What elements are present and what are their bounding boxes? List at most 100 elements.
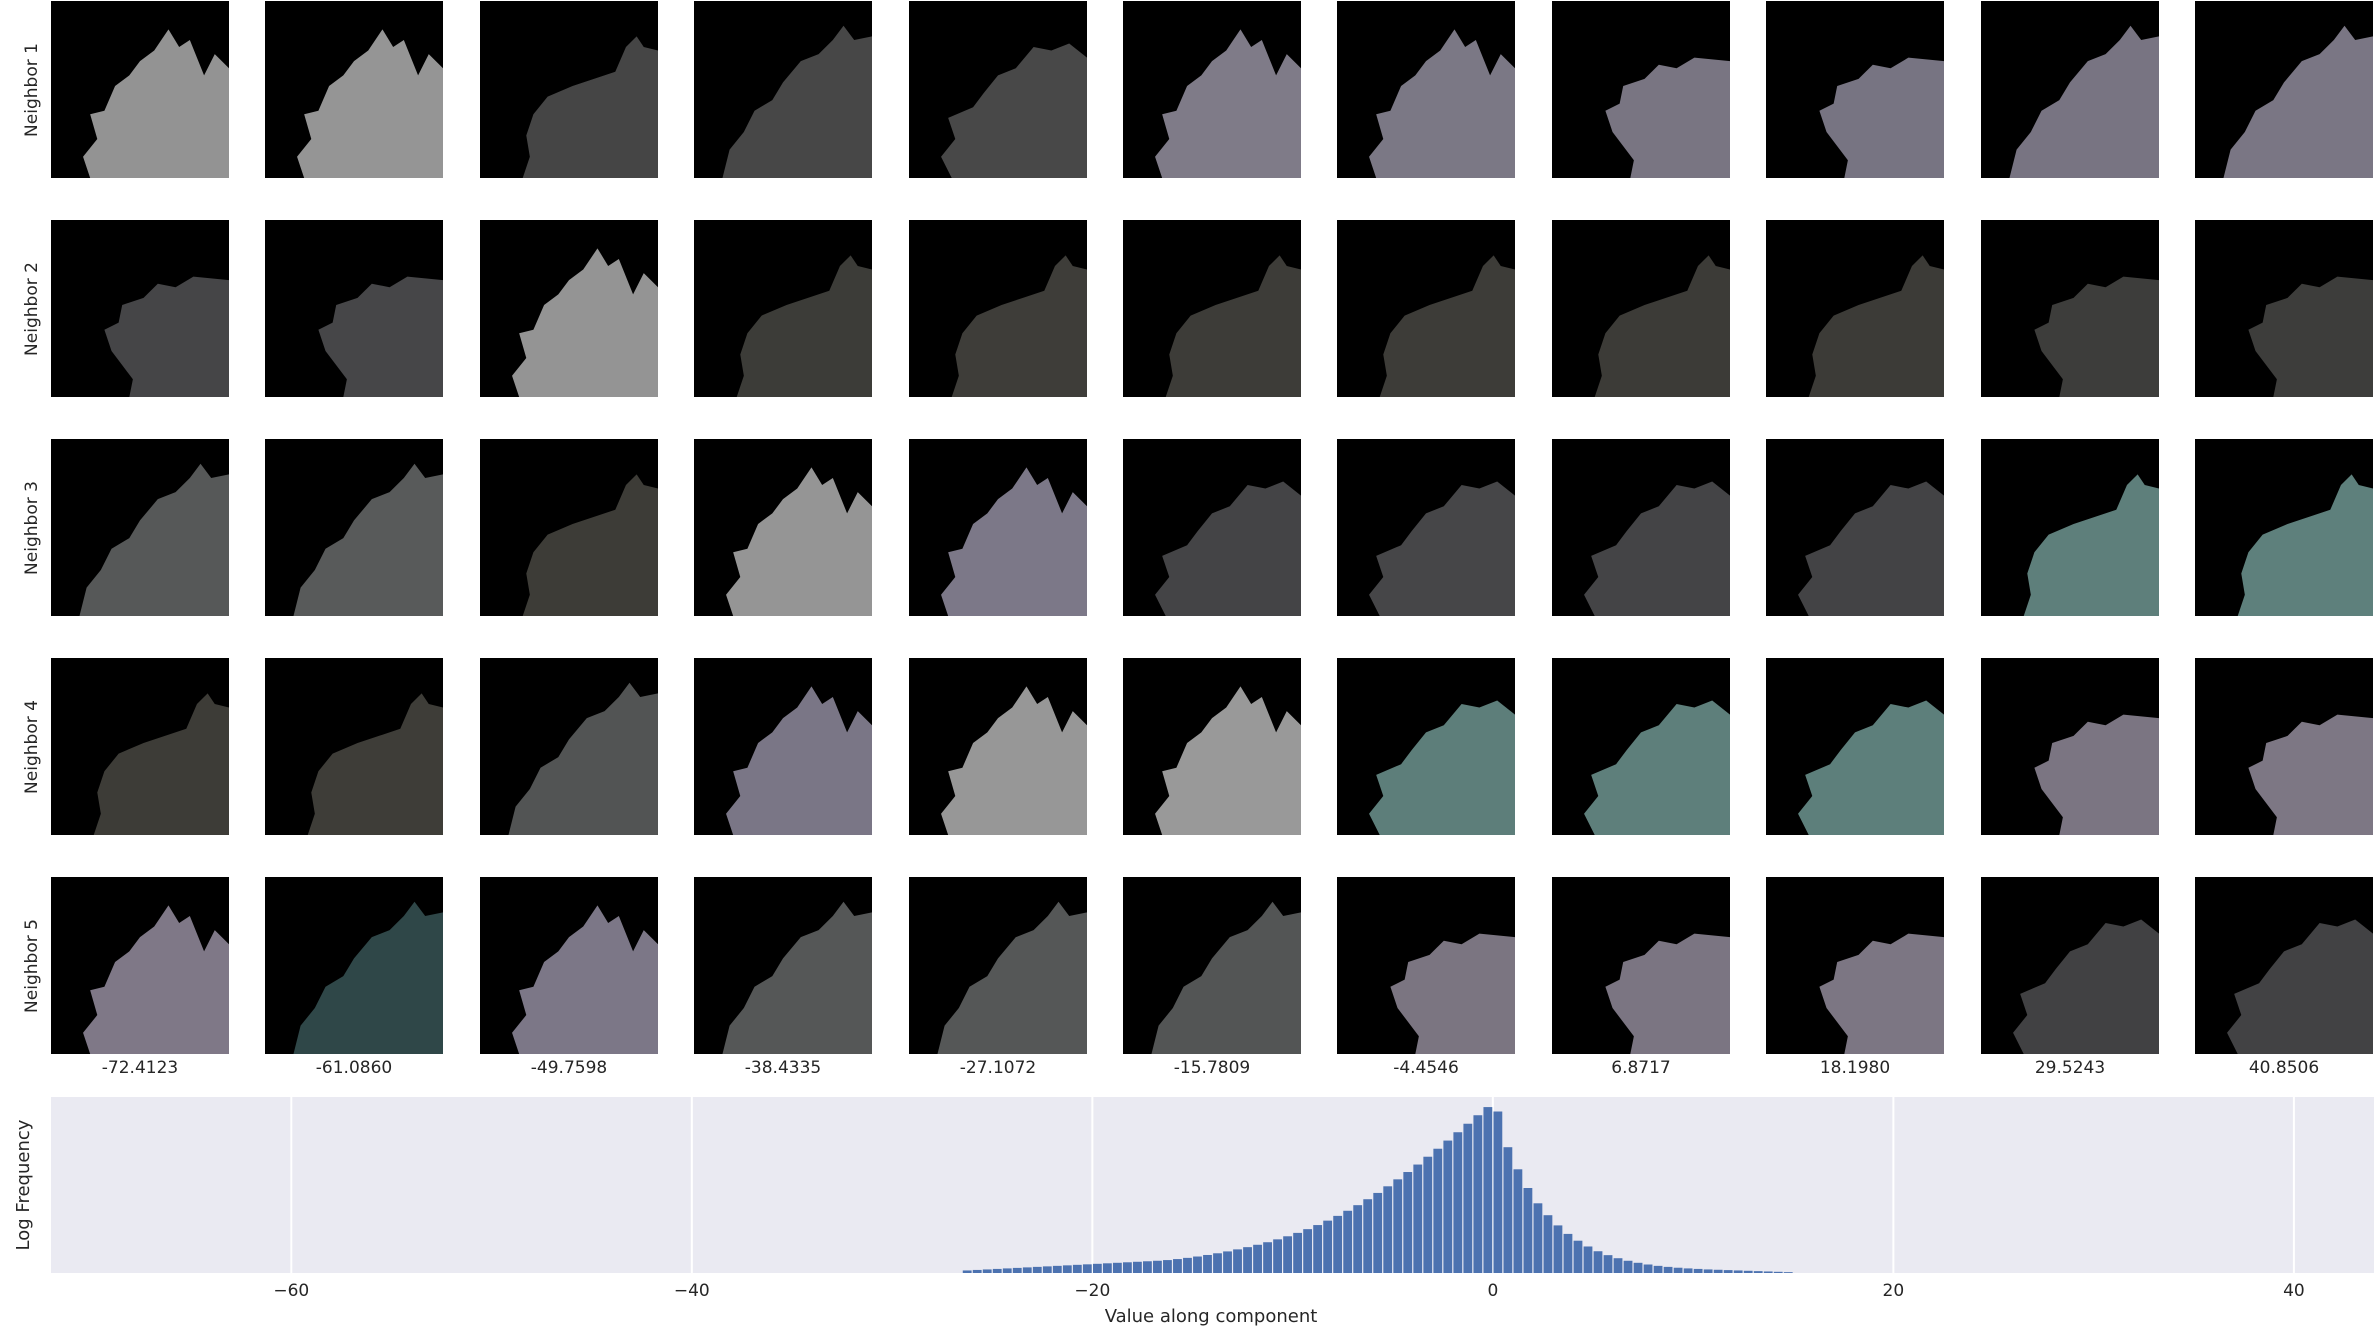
segmented-region: [2237, 474, 2373, 616]
neighbor-image-tile: [1337, 877, 1515, 1054]
x-tick-label: −40: [674, 1281, 710, 1301]
segmented-region: [293, 901, 443, 1054]
histogram-bar: [1173, 1259, 1182, 1273]
histogram-bar: [1593, 1251, 1603, 1273]
histogram-bar: [1753, 1271, 1763, 1273]
neighbor-image-tile: [1123, 1, 1301, 178]
histogram-bar: [1383, 1186, 1393, 1273]
histogram-bar: [1363, 1199, 1373, 1273]
neighbor-image-tile: [2195, 877, 2373, 1054]
histogram-bar: [1243, 1247, 1252, 1273]
neighbor-image-tile: [1766, 439, 1944, 616]
segmented-region: [736, 255, 872, 397]
neighbor-image-tile: [1552, 658, 1730, 835]
segmented-region: [2013, 919, 2159, 1054]
histogram-bar: [1403, 1172, 1413, 1273]
histogram-bar: [1673, 1267, 1683, 1273]
histogram-bar: [1473, 1115, 1483, 1273]
neighbor-image-tile: [909, 1, 1087, 178]
neighbor-image-tile: [1981, 877, 2159, 1054]
segmented-region: [2227, 919, 2373, 1054]
neighbor-image-tile: [1981, 1, 2159, 178]
histogram-bar: [1663, 1266, 1673, 1273]
segmented-region: [1155, 29, 1301, 178]
neighbor-image-tile: [1123, 658, 1301, 835]
histogram-bar: [1553, 1225, 1563, 1273]
histogram-bar: [1313, 1225, 1323, 1273]
neighbor-image-tile: [1552, 1, 1730, 178]
segmented-region: [726, 467, 872, 616]
plot-background: [51, 1097, 2374, 1273]
column-value-label: -38.4335: [744, 1058, 822, 1078]
segmented-region: [941, 686, 1087, 835]
neighbor-image-tile: [2195, 439, 2373, 616]
histogram-bar: [1233, 1249, 1242, 1273]
histogram-bar: [1143, 1261, 1152, 1273]
histogram-bar: [1563, 1233, 1573, 1273]
histogram-bar: [1423, 1156, 1433, 1273]
histogram-bar: [1513, 1169, 1523, 1273]
histogram-bar: [1413, 1164, 1423, 1273]
histogram-bar: [1273, 1239, 1282, 1273]
y-axis-label: Log Frequency: [13, 1119, 34, 1250]
histogram-bar: [1193, 1256, 1202, 1273]
segmented-region: [522, 36, 658, 178]
segmented-region: [1605, 933, 1730, 1054]
histogram-bar: [1263, 1242, 1272, 1273]
neighbor-image-tile: [265, 1, 443, 178]
histogram-bar: [1022, 1267, 1032, 1273]
segmented-region: [2248, 714, 2373, 835]
histogram-bar: [1122, 1262, 1132, 1273]
segmented-region: [2248, 276, 2373, 397]
histogram-bar: [1213, 1253, 1222, 1273]
histogram-bar: [1353, 1205, 1363, 1273]
column-value-label: 29.5243: [2034, 1058, 2106, 1078]
neighbor-image-tile: [1552, 220, 1730, 397]
histogram-bar: [1002, 1268, 1012, 1273]
neighbor-image-tile: [51, 439, 229, 616]
segmented-region: [941, 467, 1087, 616]
histogram-bar: [1052, 1265, 1062, 1273]
histogram-bar: [1303, 1229, 1313, 1273]
histogram-bar: [1463, 1123, 1473, 1273]
segmented-region: [1584, 700, 1730, 835]
neighbor-image-tile: [1337, 439, 1515, 616]
segmented-region: [726, 686, 872, 835]
histogram-bar: [1723, 1270, 1733, 1273]
histogram-bar: [1713, 1269, 1723, 1273]
neighbor-image-tile: [1766, 1, 1944, 178]
histogram-bar: [1062, 1265, 1072, 1273]
segmented-region: [1155, 481, 1301, 616]
histogram-bar: [1393, 1179, 1403, 1273]
histogram-bar: [1343, 1210, 1353, 1273]
neighbor-image-tile: [2195, 1, 2373, 178]
neighbor-image-tile: [1123, 220, 1301, 397]
histogram-bar: [1783, 1272, 1793, 1273]
neighbor-image-tile: [480, 658, 658, 835]
segmented-region: [1151, 901, 1301, 1054]
neighbor-image-tile: [480, 877, 658, 1054]
x-tick-label: 20: [1883, 1281, 1905, 1301]
segmented-region: [1369, 29, 1515, 178]
histogram-bar: [1773, 1271, 1783, 1273]
histogram-bar: [1132, 1261, 1142, 1273]
histogram-bar: [1523, 1188, 1533, 1273]
histogram-bar: [1733, 1270, 1743, 1273]
x-tick-label: 0: [1487, 1281, 1498, 1301]
histogram-bar: [982, 1269, 992, 1273]
neighbor-image-tile: [1981, 439, 2159, 616]
x-axis-label: Value along component: [1105, 1306, 1318, 1327]
segmented-region: [307, 693, 443, 835]
neighbor-image-tile: [1552, 439, 1730, 616]
segmented-region: [2223, 25, 2373, 178]
neighbor-image-tile: [51, 220, 229, 397]
neighbor-image-tile: [1552, 877, 1730, 1054]
segmented-region: [293, 463, 443, 616]
neighbor-image-tile: [51, 1, 229, 178]
histogram-bar: [1433, 1148, 1443, 1273]
histogram-bar: [1183, 1257, 1192, 1273]
segmented-region: [722, 901, 872, 1054]
segmented-region: [79, 463, 229, 616]
histogram-bar: [1683, 1268, 1693, 1273]
neighbor-image-tile: [265, 439, 443, 616]
